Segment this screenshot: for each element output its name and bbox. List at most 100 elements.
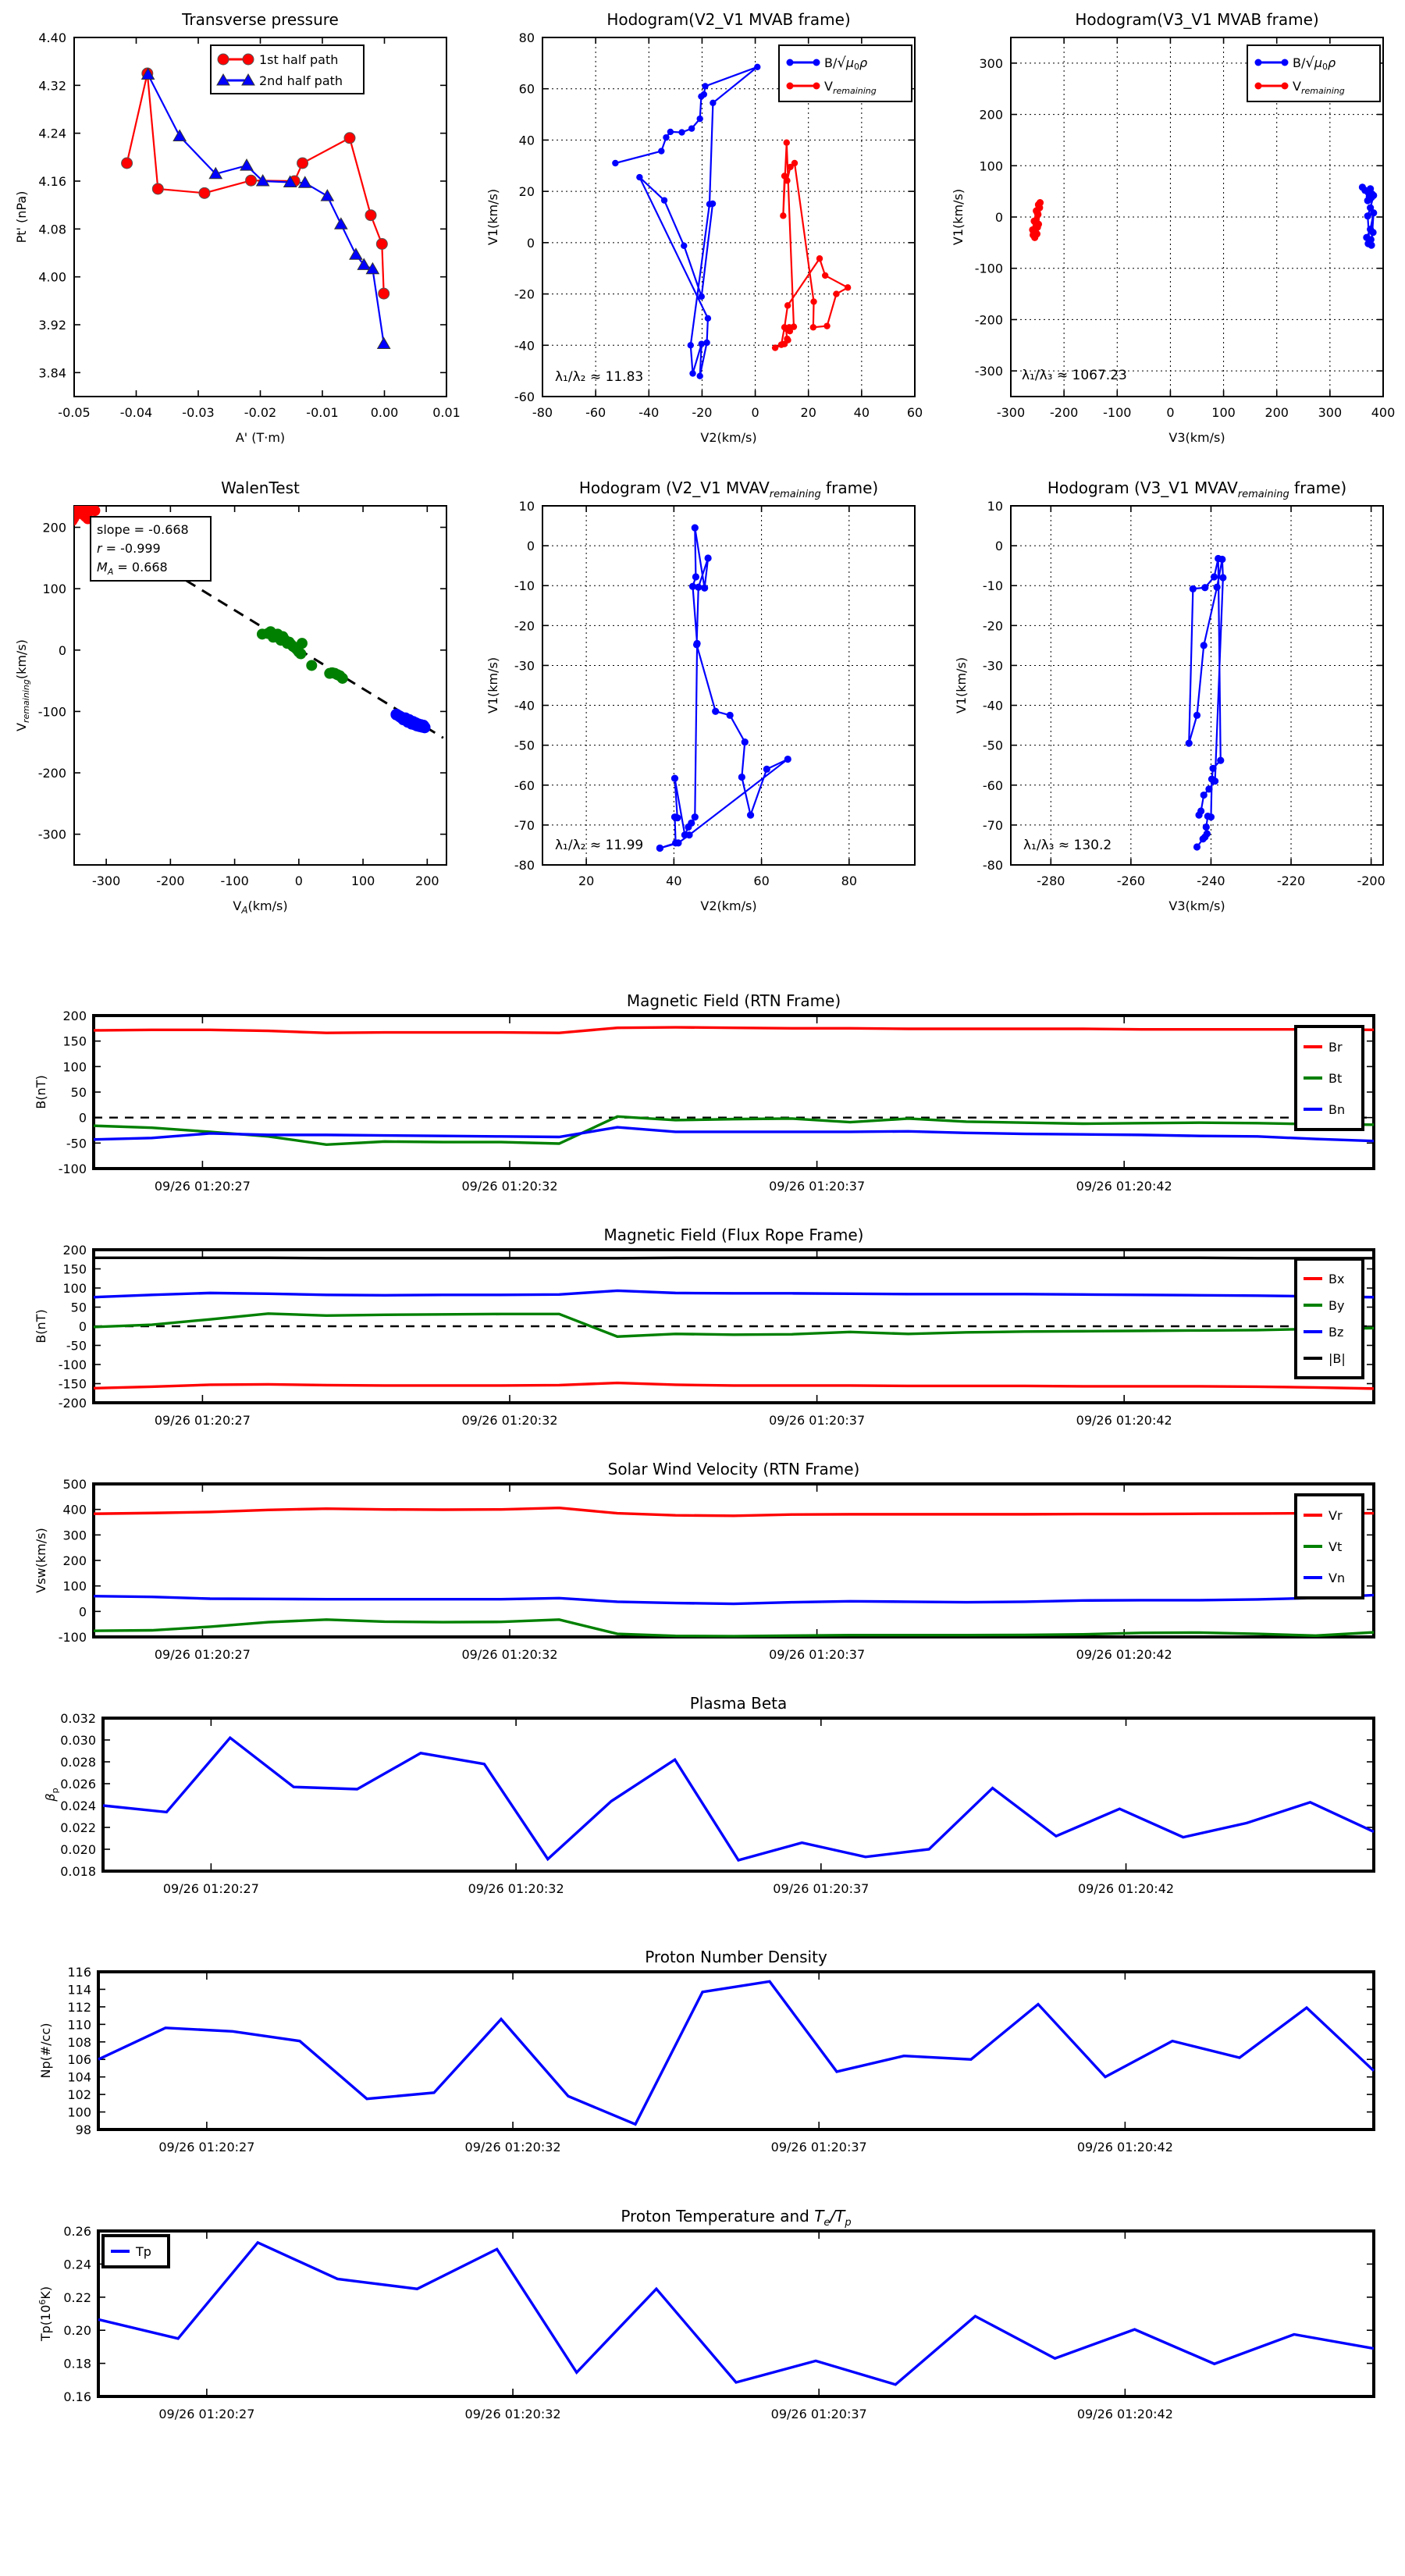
series-bx bbox=[93, 1381, 1375, 1390]
xtick-label-time: 09/26 01:20:27 bbox=[155, 1647, 251, 1662]
ytick-label: -60 bbox=[983, 778, 1003, 793]
series-tp bbox=[98, 2240, 1375, 2386]
data-point bbox=[1209, 764, 1217, 772]
scatter-point-blue bbox=[418, 721, 431, 734]
xtick-label: -60 bbox=[585, 405, 606, 420]
xtick-label: 60 bbox=[753, 873, 769, 888]
data-point bbox=[1364, 212, 1371, 220]
ytick-label: 0 bbox=[527, 236, 535, 251]
xtick-label-time: 09/26 01:20:42 bbox=[1076, 1413, 1172, 1428]
data-point bbox=[844, 284, 852, 291]
series-vt bbox=[93, 1618, 1375, 1638]
ytick-label: 200 bbox=[62, 1009, 87, 1023]
marker-circle bbox=[121, 157, 133, 169]
scatter-point-green bbox=[336, 672, 348, 684]
ytick-label: 0.20 bbox=[63, 2323, 91, 2338]
stat-slope: slope = -0.668 bbox=[97, 522, 189, 537]
data-point bbox=[1185, 739, 1193, 747]
marker-triangle bbox=[283, 175, 297, 188]
data-point bbox=[685, 831, 693, 839]
ytick-label: 0 bbox=[995, 539, 1003, 553]
xtick-label-time: 09/26 01:20:37 bbox=[771, 2407, 867, 2421]
marker-triangle bbox=[320, 189, 335, 201]
xtick-label: -240 bbox=[1197, 873, 1225, 888]
scatter-point-red bbox=[62, 502, 73, 513]
xtick-label-time: 09/26 01:20:42 bbox=[1077, 2407, 1173, 2421]
xtick-label: 0.01 bbox=[432, 405, 461, 420]
ytick-label: 0.030 bbox=[60, 1733, 96, 1748]
x-axis-label: V2(km/s) bbox=[700, 430, 756, 445]
series-vn bbox=[93, 1593, 1375, 1606]
stats-box: slope = -0.668 r = -0.999 MA = 0.668 bbox=[90, 516, 212, 582]
data-point bbox=[1369, 229, 1377, 237]
ytick-label: -100 bbox=[38, 704, 66, 719]
ytick-label: 150 bbox=[62, 1034, 87, 1049]
legend-marker-dot bbox=[1281, 82, 1289, 90]
clipped-data bbox=[54, 502, 444, 739]
legend-marker-dot bbox=[1254, 82, 1262, 90]
data-point bbox=[763, 765, 770, 773]
ytick-label: -50 bbox=[66, 1339, 87, 1354]
ytick-label: 0.22 bbox=[63, 2290, 91, 2305]
legend-marker-dot bbox=[1254, 59, 1262, 66]
xtick-label: 20 bbox=[578, 873, 594, 888]
eigenvalue-ratio-annotation: λ₁/λ₃ ≈ 1067.23 bbox=[1022, 368, 1127, 383]
data-point bbox=[784, 302, 791, 309]
data-point bbox=[784, 177, 791, 184]
xtick-label: -0.03 bbox=[182, 405, 214, 420]
ytick-label: -200 bbox=[59, 1396, 87, 1411]
data-point bbox=[809, 324, 817, 331]
series-2nd-half-path bbox=[147, 74, 385, 344]
scatter-point-red bbox=[54, 509, 65, 520]
xtick-label: 20 bbox=[801, 405, 816, 420]
xtick-label: 0.00 bbox=[371, 405, 399, 420]
ytick-label: -60 bbox=[514, 778, 535, 793]
svg-hodo2-plot: -300 -200 -100 0 100 200 300 400 -300 -200 -100 0 10… bbox=[975, 37, 1395, 420]
data-point bbox=[698, 340, 705, 347]
data-point bbox=[791, 159, 799, 167]
data-point bbox=[688, 582, 697, 590]
ytick-label: 100 bbox=[62, 1281, 87, 1296]
xtick-label: 60 bbox=[907, 405, 923, 420]
data-point bbox=[781, 324, 788, 331]
legend-marker-dot bbox=[813, 59, 820, 66]
svg-ts3-title: Plasma Beta bbox=[690, 1694, 788, 1713]
data-point bbox=[821, 272, 829, 279]
data-point bbox=[678, 129, 685, 136]
series-vr bbox=[93, 1507, 1374, 1517]
ytick-label: -50 bbox=[66, 1136, 87, 1151]
ytick-label: 4.08 bbox=[38, 222, 66, 237]
xtick-label: 40 bbox=[666, 873, 681, 888]
ytick-label: -10 bbox=[514, 578, 535, 593]
xtick-label-time: 09/26 01:20:37 bbox=[769, 1413, 865, 1428]
xtick-label-time: 09/26 01:20:37 bbox=[771, 2140, 867, 2154]
xtick-label: 0 bbox=[751, 405, 759, 420]
data-point bbox=[741, 738, 749, 746]
legend-box bbox=[778, 44, 912, 102]
ytick-label: 98 bbox=[76, 2122, 91, 2137]
legend-marker-triangle bbox=[241, 73, 255, 86]
x-axis-label: V3(km/s) bbox=[1168, 430, 1225, 445]
xtick-label: 100 bbox=[351, 873, 375, 888]
ytick-label: 10 bbox=[519, 499, 535, 514]
y-axis-label: V1(km/s) bbox=[954, 657, 969, 713]
xtick-label-time: 09/26 01:20:32 bbox=[465, 2140, 561, 2154]
stat-alfven-mach: MA = 0.668 bbox=[97, 560, 168, 577]
marker-circle bbox=[375, 238, 388, 250]
plot-frame bbox=[101, 1717, 1375, 1873]
svg-hodo3-plot: 20 40 60 80 -80 -70 -60 -50 -40 -30 -20 -10 0 10 bbox=[514, 499, 916, 888]
ytick-label: 100 bbox=[67, 2105, 91, 2120]
ytick-label: -80 bbox=[983, 858, 1003, 873]
xtick-label: -260 bbox=[1117, 873, 1145, 888]
panel-solar-wind-velocity-rtn: Solar Wind Velocity (RTN Frame) -100 0 100 2… bbox=[0, 1448, 1405, 1682]
data-point bbox=[689, 370, 696, 377]
legend-label-Vn: Vn bbox=[1329, 1571, 1345, 1585]
legend: Vr Vt Vn bbox=[1294, 1493, 1364, 1599]
xtick-label: -300 bbox=[997, 405, 1025, 420]
svg-transverse-title: Transverse pressure bbox=[181, 10, 339, 29]
marker-circle bbox=[365, 209, 377, 222]
data-point bbox=[1202, 823, 1210, 831]
ytick-label: 100 bbox=[42, 582, 66, 596]
plot-frame bbox=[92, 1482, 1375, 1638]
